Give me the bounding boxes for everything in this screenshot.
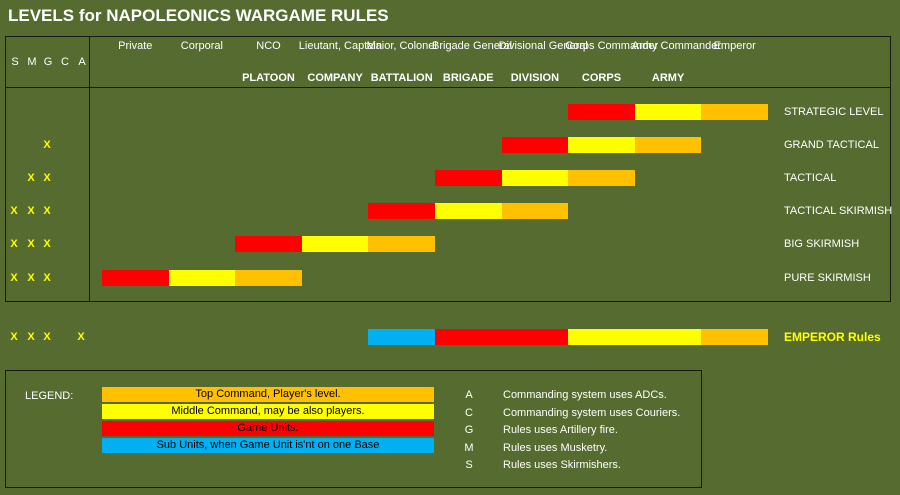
level-bar-segment	[168, 270, 236, 286]
rule-mark: X	[10, 238, 18, 250]
emperor-bar-segment	[368, 329, 435, 345]
legend-title: LEGEND:	[25, 390, 74, 402]
rule-mark: X	[43, 172, 51, 184]
legend-key-text: Rules uses Musketry.	[503, 441, 608, 454]
rule-mark: X	[27, 172, 35, 184]
unit-header: BATTALION	[370, 72, 433, 84]
level-bar-segment	[501, 203, 569, 219]
rank-header: Maior, Colonel	[366, 40, 437, 52]
rule-mark: X	[43, 238, 51, 250]
legend-key-letter: G	[464, 424, 474, 436]
legend-key-letter: C	[465, 406, 473, 419]
rank-header: Divisional General	[498, 40, 588, 52]
rank-header: Army Commander	[631, 40, 722, 52]
level-bar-segment	[435, 170, 502, 186]
unit-header: PLATOON	[242, 72, 295, 84]
legend-key-text: Commanding system uses Couriers.	[503, 406, 681, 419]
emperor-bar-segment	[435, 329, 569, 345]
rule-mark: X	[43, 139, 51, 151]
level-name: STRATEGIC LEVEL	[784, 106, 884, 118]
level-name: TACTICAL SKIRMISH	[784, 205, 893, 217]
column-divider	[89, 36, 90, 302]
page-title: LEVELS for NAPOLEONICS WARGAME RULES	[8, 6, 389, 25]
level-bar-segment	[501, 137, 569, 153]
rule-mark: X	[43, 272, 51, 284]
header-divider	[5, 87, 891, 88]
emperor-bar-segment	[701, 329, 768, 345]
level-name: GRAND TACTICAL	[784, 139, 879, 151]
level-bar-segment	[368, 236, 435, 252]
unit-header: ARMY	[651, 72, 685, 84]
legend-key-letter: M	[464, 441, 474, 454]
rule-letter-m: M	[27, 56, 37, 68]
legend-item: Game Units.	[102, 421, 434, 436]
rank-header: Corps Commander	[565, 40, 659, 52]
unit-header: DIVISION	[510, 72, 560, 84]
level-bar-segment	[235, 236, 302, 252]
legend-key-text: Rules uses Skirmishers.	[503, 459, 621, 471]
legend-key-text: Commanding system uses ADCs.	[503, 389, 667, 401]
level-name: BIG SKIRMISH	[784, 238, 860, 250]
rule-mark: X	[43, 205, 51, 217]
legend-frame	[5, 370, 702, 488]
unit-header: BRIGADE	[442, 72, 494, 84]
legend-item: Middle Command, may be also players.	[102, 404, 434, 419]
rule-mark: X	[77, 331, 85, 343]
level-bar-segment	[634, 104, 702, 120]
legend-key-letter: A	[465, 389, 473, 401]
level-bar-segment	[634, 137, 702, 153]
level-bar-segment	[568, 170, 635, 186]
emperor-rules-label: EMPEROR Rules	[784, 330, 881, 344]
emperor-bar-segment	[568, 329, 702, 345]
rule-mark: X	[43, 331, 51, 343]
rule-mark: X	[27, 331, 35, 343]
rule-letter-c: C	[61, 56, 69, 68]
rule-mark: X	[10, 331, 18, 343]
rule-mark: X	[27, 238, 35, 250]
level-bar-segment	[301, 236, 369, 252]
legend-item: Sub Units, when Game Unit is'nt on one B…	[102, 438, 434, 453]
level-bar-segment	[102, 270, 169, 286]
level-bar-segment	[501, 170, 569, 186]
rule-mark: X	[10, 205, 18, 217]
rule-mark: X	[27, 272, 35, 284]
rule-mark: X	[27, 205, 35, 217]
unit-header: CORPS	[581, 72, 622, 84]
level-bar-segment	[701, 104, 768, 120]
rule-mark: X	[10, 272, 18, 284]
level-bar-segment	[568, 104, 635, 120]
rank-header: Lieutant, Captain	[298, 40, 382, 52]
level-bar-segment	[435, 203, 502, 219]
level-name: PURE SKIRMISH	[784, 272, 871, 284]
rank-header: NCO	[256, 40, 281, 52]
level-name: TACTICAL	[784, 172, 837, 184]
unit-header: COMPANY	[307, 72, 363, 84]
rule-letter-a: A	[78, 56, 86, 68]
rank-header: Private	[118, 40, 153, 52]
rule-letter-g: G	[43, 56, 53, 68]
legend-key-letter: S	[465, 459, 473, 471]
legend-key-text: Rules uses Artillery fire.	[503, 424, 618, 436]
levels-table-frame	[5, 36, 891, 302]
legend-item: Top Command, Player's level.	[102, 387, 434, 402]
rank-header: Corporal	[180, 40, 223, 52]
rank-header: Emperor	[713, 40, 756, 52]
level-bar-segment	[568, 137, 635, 153]
level-bar-segment	[368, 203, 435, 219]
rule-letter-s: S	[11, 56, 19, 68]
level-bar-segment	[235, 270, 302, 286]
rank-header: Brigade General	[432, 40, 513, 52]
